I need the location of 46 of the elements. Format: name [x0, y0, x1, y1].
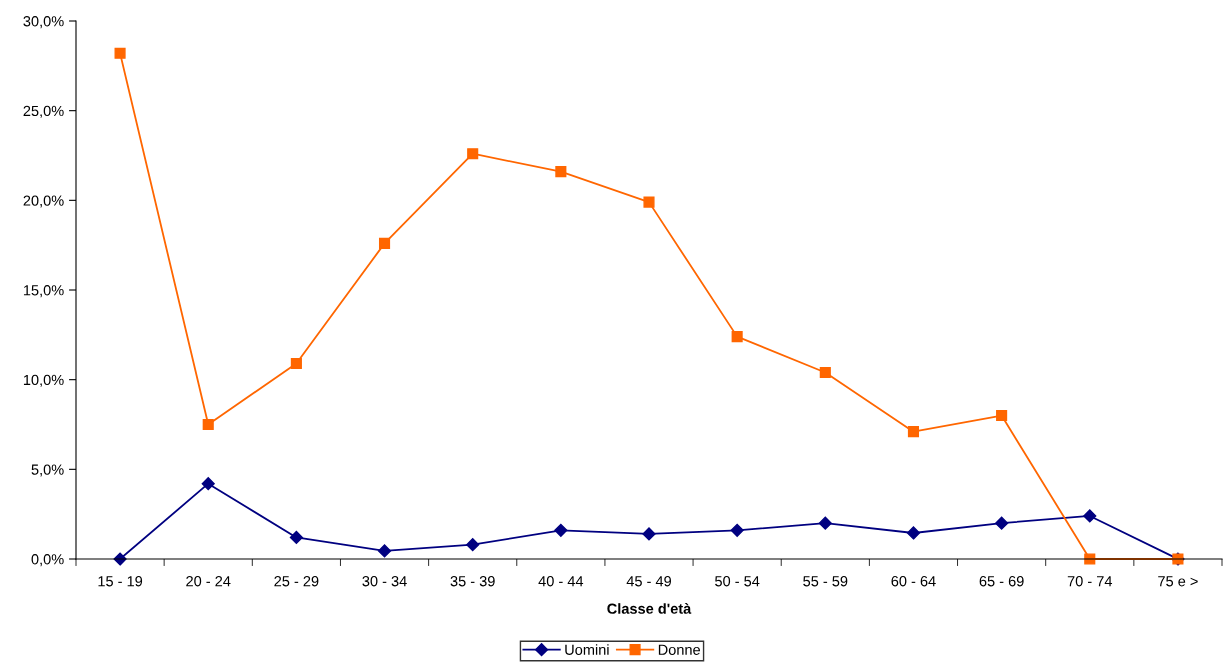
x-tick-label: 60 - 64 — [891, 576, 936, 587]
point — [996, 409, 1008, 422]
x-tick-label: 25 - 29 — [274, 576, 319, 587]
point — [466, 538, 480, 552]
point — [114, 47, 126, 59]
point — [643, 196, 655, 208]
x-tick-label: 35 - 39 — [450, 576, 495, 587]
x-tick-label: 30 - 34 — [362, 576, 407, 587]
x-tick-label: 65 - 69 — [979, 576, 1024, 587]
x-tick-label: 40 - 44 — [538, 576, 584, 587]
y-tick-label: 25,0% — [23, 105, 64, 118]
y-tick-label: 10,0% — [23, 374, 64, 387]
legend-label: Donne — [658, 644, 701, 655]
point — [1083, 509, 1097, 523]
x-axis-title: Classe d'età — [607, 603, 692, 614]
point — [554, 523, 568, 537]
point — [378, 237, 391, 249]
point — [289, 530, 303, 545]
y-tick-label: 30,0% — [23, 16, 64, 29]
x-tick-label: 45 - 49 — [626, 576, 672, 587]
point — [555, 166, 567, 178]
point — [906, 526, 921, 540]
y-tick-label: 0,0% — [31, 554, 64, 567]
point — [995, 516, 1009, 530]
point — [731, 331, 743, 343]
y-tick-label: 15,0% — [23, 285, 64, 298]
point — [730, 523, 744, 537]
x-tick-label: 75 e > — [1158, 576, 1198, 587]
legend-label: Uomini — [565, 644, 609, 655]
point — [202, 418, 214, 431]
y-tick-label: 20,0% — [23, 195, 64, 208]
x-tick-label: 55 - 59 — [803, 576, 848, 587]
point — [201, 477, 215, 491]
y-tick-label: 5,0% — [31, 464, 64, 477]
point — [818, 516, 832, 530]
point — [907, 426, 920, 438]
point — [290, 357, 302, 370]
point — [642, 527, 656, 541]
x-tick-label: 15 - 19 — [98, 576, 143, 587]
x-tick-label: 50 - 54 — [715, 576, 760, 587]
x-tick-label: 70 - 74 — [1067, 576, 1113, 587]
x-tick-label: 20 - 24 — [186, 576, 231, 587]
point — [1084, 553, 1096, 565]
point — [467, 148, 479, 160]
point — [377, 544, 392, 558]
point — [819, 366, 831, 379]
